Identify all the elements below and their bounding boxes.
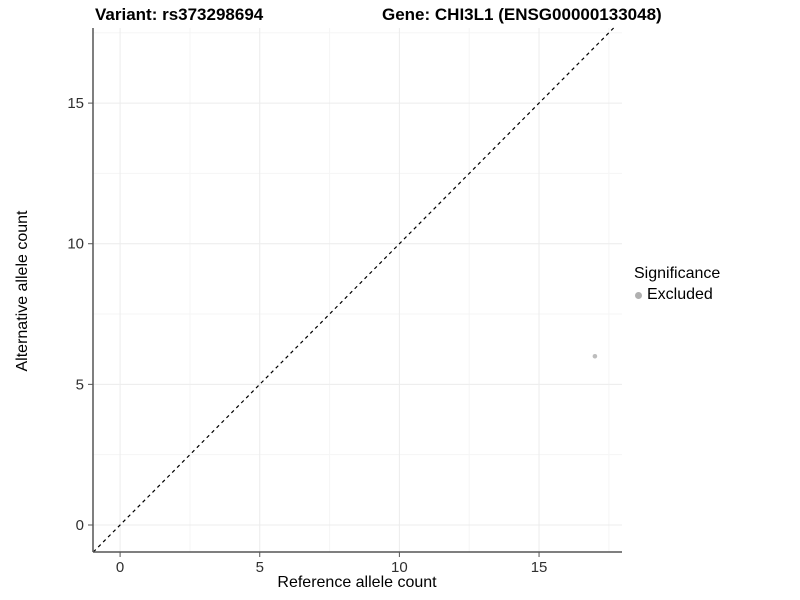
x-axis-label: Reference allele count (277, 574, 437, 591)
x-tick-label: 10 (391, 559, 408, 576)
identity-line (92, 27, 615, 553)
excluded-point-icon (635, 291, 642, 299)
x-tick-label: 0 (116, 559, 124, 576)
y-tick-label: 10 (67, 236, 84, 253)
x-tick-label: 5 (256, 559, 264, 576)
variant-title: Variant: rs373298694 (95, 5, 264, 24)
y-tick-label: 15 (67, 95, 84, 112)
data-point (592, 353, 598, 359)
legend-title: Significance (634, 265, 721, 282)
gene-title: Gene: CHI3L1 (ENSG00000133048) (382, 5, 662, 24)
x-tick-label: 15 (531, 559, 548, 576)
legend-item-label: Excluded (647, 286, 713, 303)
y-axis-label: Alternative allele count (14, 210, 31, 372)
legend: Significance Excluded (632, 265, 720, 304)
legend-item-excluded: Excluded (635, 286, 720, 304)
y-tick-label: 0 (76, 517, 84, 534)
y-tick-label: 5 (76, 376, 84, 393)
